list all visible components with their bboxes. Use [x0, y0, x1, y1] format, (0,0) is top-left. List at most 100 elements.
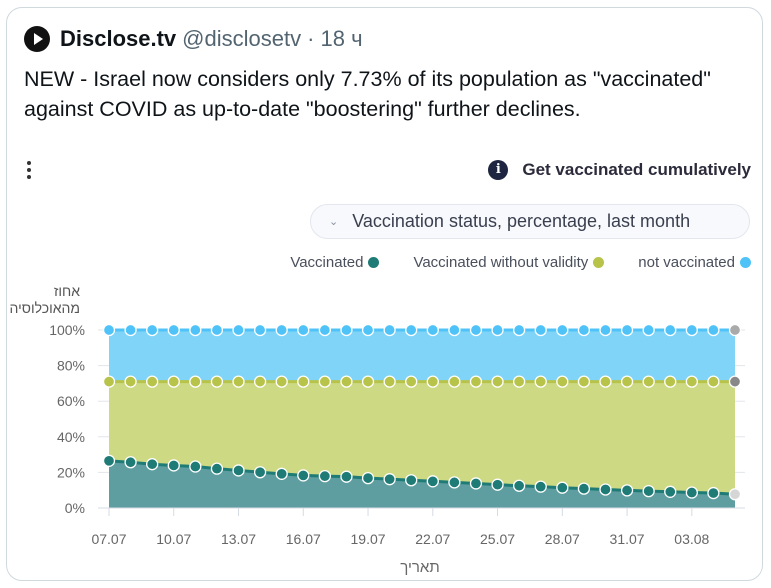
point-not-vaccinated	[383, 323, 396, 337]
y-tick-label: 80%	[57, 358, 85, 374]
point-vaccinated-without-validity	[405, 375, 418, 388]
point-vaccinated-without-validity	[361, 375, 375, 388]
point-not-vaccinated	[124, 323, 137, 337]
point-vaccinated-without-validity	[707, 375, 720, 388]
x-tick-label: 10.07	[156, 531, 191, 547]
point-not-vaccinated	[728, 323, 742, 337]
point-vaccinated-without-validity	[253, 375, 267, 388]
point-vaccinated	[124, 456, 137, 469]
x-tick-label: 16.07	[286, 531, 321, 547]
chart-legend: Vaccinated Vaccinated without validity n…	[256, 254, 751, 271]
point-not-vaccinated	[642, 323, 655, 337]
point-not-vaccinated	[491, 323, 504, 337]
tweet-card[interactable]	[6, 7, 763, 581]
point-not-vaccinated	[664, 323, 677, 337]
point-vaccinated-without-validity	[664, 375, 677, 388]
point-vaccinated	[189, 460, 202, 473]
x-tick-label: 13.07	[221, 531, 256, 547]
point-not-vaccinated	[599, 323, 612, 337]
point-vaccinated	[664, 485, 677, 498]
point-vaccinated	[491, 478, 504, 491]
point-not-vaccinated	[534, 323, 547, 337]
point-vaccinated	[361, 471, 375, 485]
x-tick-label: 07.07	[91, 531, 126, 547]
point-not-vaccinated	[707, 323, 720, 337]
point-vaccinated-without-validity	[556, 375, 569, 388]
legend-label: Vaccinated	[290, 254, 364, 271]
point-vaccinated	[167, 459, 180, 472]
disclose-logo-avatar[interactable]	[24, 26, 50, 52]
point-not-vaccinated	[318, 323, 332, 337]
point-vaccinated-without-validity	[210, 375, 224, 388]
point-vaccinated	[146, 458, 159, 471]
point-vaccinated-without-validity	[448, 375, 461, 388]
more-options-icon[interactable]	[25, 161, 33, 182]
point-vaccinated	[102, 454, 116, 467]
point-not-vaccinated	[275, 323, 288, 337]
point-vaccinated	[642, 484, 655, 498]
y-axis-title-line1: אחוז	[54, 283, 80, 299]
y-tick-label: 100%	[49, 322, 85, 338]
point-not-vaccinated	[426, 323, 439, 337]
point-not-vaccinated	[340, 323, 353, 337]
point-vaccinated-without-validity	[232, 375, 245, 388]
point-vaccinated	[297, 469, 310, 482]
x-axis-title: תאריך	[400, 559, 439, 576]
point-vaccinated	[232, 464, 245, 477]
point-not-vaccinated	[232, 323, 245, 337]
point-vaccinated-without-validity	[512, 375, 526, 388]
point-vaccinated	[448, 476, 461, 489]
point-vaccinated-without-validity	[102, 375, 116, 388]
info-icon[interactable]: i	[488, 160, 509, 180]
legend-label: not vaccinated	[638, 254, 735, 271]
legend-item-not-vaccinated[interactable]: not vaccinated	[638, 254, 751, 271]
y-tick-label: 0%	[65, 500, 85, 516]
point-vaccinated	[318, 469, 332, 483]
tweet-time[interactable]: · 18 ч	[307, 26, 363, 51]
point-vaccinated-without-validity	[642, 375, 655, 388]
x-tick-label: 31.07	[610, 531, 645, 547]
tweet-header: Disclose.tv @disclosetv · 18 ч	[24, 26, 363, 52]
point-not-vaccinated	[189, 323, 202, 337]
legend-item-vaccinated[interactable]: Vaccinated	[290, 254, 380, 271]
chart-period-dropdown[interactable]: ⌄ Vaccination status, percentage, last m…	[310, 204, 750, 239]
point-not-vaccinated	[297, 323, 310, 337]
point-vaccinated-without-validity	[167, 375, 180, 388]
point-not-vaccinated	[167, 323, 180, 337]
x-tick-label: 28.07	[545, 531, 580, 547]
point-not-vaccinated	[210, 323, 224, 337]
legend-item-vaccinated-without-validity[interactable]: Vaccinated without validity	[413, 254, 605, 271]
x-tick-label: 19.07	[351, 531, 386, 547]
point-vaccinated	[426, 475, 439, 488]
point-vaccinated-without-validity	[297, 375, 310, 388]
dropdown-selected-value: Vaccination status, percentage, last mon…	[352, 211, 691, 231]
point-not-vaccinated	[102, 323, 116, 337]
point-vaccinated-without-validity	[534, 375, 547, 388]
point-vaccinated	[512, 479, 526, 492]
point-not-vaccinated	[448, 323, 461, 337]
point-vaccinated	[405, 474, 418, 487]
point-vaccinated-without-validity	[146, 375, 159, 388]
point-vaccinated-without-validity	[469, 375, 483, 388]
legend-dot	[740, 257, 751, 268]
point-not-vaccinated	[685, 323, 698, 337]
point-not-vaccinated	[405, 323, 418, 337]
point-vaccinated-without-validity	[599, 375, 612, 388]
point-vaccinated	[556, 481, 569, 494]
widget-title-text: Get vaccinated cumulatively	[522, 160, 751, 179]
point-vaccinated-without-validity	[577, 375, 591, 388]
x-tick-label: 03.08	[674, 531, 709, 547]
point-vaccinated	[210, 462, 224, 475]
author-name[interactable]: Disclose.tv	[60, 26, 177, 51]
point-not-vaccinated	[620, 323, 634, 337]
point-not-vaccinated	[512, 323, 526, 337]
point-not-vaccinated	[469, 323, 483, 337]
chevron-down-icon: ⌄	[329, 216, 339, 228]
point-vaccinated	[620, 484, 634, 497]
author-handle[interactable]: @disclosetv	[182, 26, 302, 51]
widget-title: i Get vaccinated cumulatively	[488, 160, 751, 180]
point-vaccinated	[534, 480, 547, 493]
point-vaccinated-without-validity	[491, 375, 504, 388]
y-axis-title-line2: מהאוכלוסיה	[10, 300, 80, 316]
